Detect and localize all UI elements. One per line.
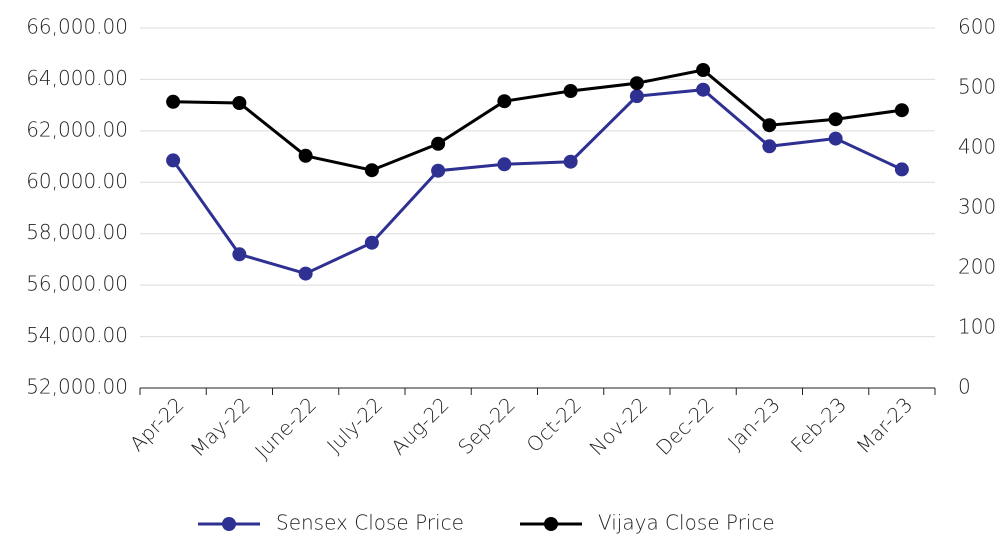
point [762,139,777,154]
point [894,103,909,118]
y-tick-label: 58,000.00 [26,220,128,244]
x-tick-label: Sep-22 [453,392,520,459]
series-line [171,88,903,276]
y2-tick-label: 300 [958,195,996,219]
y2-tick-label: 0 [958,375,971,399]
y-tick-label: 52,000.00 [26,375,128,399]
point [364,235,379,250]
point [762,118,777,133]
point [364,163,379,178]
y-tick-label: 56,000.00 [26,272,128,296]
point [563,154,578,169]
x-tick-label: Dec-22 [651,392,718,459]
x-tick-label: July-22 [322,392,387,457]
point [232,96,247,110]
y2-tick-label: 400 [958,135,996,159]
point [431,163,446,178]
point [232,247,247,262]
x-tick-label: May-22 [186,392,255,461]
y2-tick-label: 500 [958,75,996,99]
legend-label: Sensex Close Price [276,511,464,535]
point [497,157,512,172]
point [828,131,843,146]
point [828,112,843,127]
y2-tick-label: 200 [958,255,996,279]
legend-label: Vijaya Close Price [598,511,775,535]
point [497,94,512,109]
point [166,94,181,109]
point [298,148,313,163]
y-tick-label: 66,000.00 [26,15,128,39]
legend-marker [544,517,558,531]
point [431,136,446,151]
x-tick-label: Apr-22 [125,392,189,456]
x-tick-label: Nov-22 [585,392,653,460]
y-tick-label: 62,000.00 [26,117,128,141]
x-tick-label: Aug-22 [386,392,453,459]
legend-marker [222,517,236,531]
point [696,82,711,97]
point [629,76,644,91]
point [298,266,313,281]
series-line [173,68,903,172]
point [563,84,578,98]
y-tick-label: 54,000.00 [26,323,128,347]
y2-tick-label: 100 [958,315,996,339]
point [696,63,711,77]
y-tick-label: 64,000.00 [26,66,128,90]
point [166,153,181,168]
x-tick-label: Jan-23 [723,392,785,454]
x-tick-label: Feb-23 [786,392,851,457]
point [629,89,644,104]
x-tick-label: Oct-22 [522,392,587,457]
point [894,162,909,177]
x-tick-label: June-22 [250,392,321,463]
y-tick-label: 60,000.00 [26,169,128,193]
y2-tick-label: 600 [958,15,996,39]
x-tick-label: Mar-23 [851,392,917,458]
